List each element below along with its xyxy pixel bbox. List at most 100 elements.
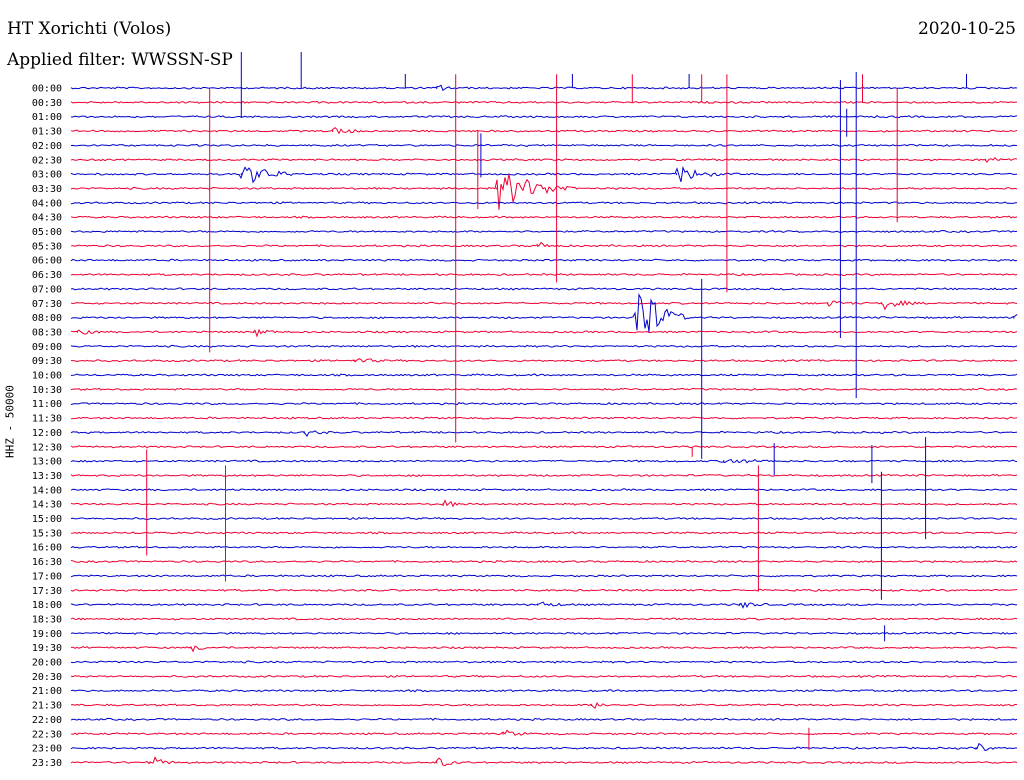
time-label: 20:00 (32, 658, 62, 669)
time-label: 21:00 (32, 686, 62, 697)
time-label: 18:00 (32, 600, 62, 611)
trace-line (70, 631, 1018, 635)
time-label: 07:30 (32, 299, 62, 310)
trace-line (70, 344, 1018, 348)
trace-line (70, 387, 1018, 391)
trace-line (70, 201, 1018, 205)
time-label: 14:00 (32, 485, 62, 496)
trace-line (70, 645, 1018, 653)
time-label: 06:30 (32, 270, 62, 281)
trace-line (70, 115, 1018, 119)
trace-line (70, 299, 1018, 311)
trace-line (70, 516, 1018, 521)
time-label: 09:00 (32, 342, 62, 353)
trace-line (70, 702, 1018, 710)
time-label: 16:30 (32, 557, 62, 568)
trace-line (70, 756, 1018, 767)
trace-line (70, 126, 1018, 135)
trace-line (70, 287, 1018, 291)
trace-line (70, 373, 1018, 377)
time-label: 23:30 (32, 758, 62, 769)
trace-line (70, 689, 1018, 693)
trace-line (70, 258, 1018, 262)
time-label: 01:00 (32, 112, 62, 123)
trace-line (70, 165, 1018, 184)
trace-line (70, 156, 1018, 163)
trace-line (70, 488, 1018, 492)
trace-line (70, 358, 1018, 363)
time-label: 06:00 (32, 256, 62, 267)
time-label: 15:30 (32, 528, 62, 539)
trace-line (70, 445, 1018, 449)
time-label: 03:00 (32, 170, 62, 181)
trace-line (70, 617, 1018, 621)
trace-line (70, 588, 1018, 592)
time-label: 00:00 (32, 84, 62, 95)
trace-line (70, 430, 1018, 438)
time-label: 02:00 (32, 141, 62, 152)
time-label: 11:30 (32, 414, 62, 425)
time-label: 13:00 (32, 457, 62, 468)
trace-line (70, 531, 1018, 535)
time-label: 17:30 (32, 586, 62, 597)
time-label: 01:30 (32, 127, 62, 138)
time-label: 12:00 (32, 428, 62, 439)
trace-line (70, 402, 1018, 406)
trace-line (70, 717, 1018, 721)
recording-date: 2020-10-25 (917, 19, 1016, 39)
time-label: 07:00 (32, 284, 62, 295)
time-label: 14:30 (32, 500, 62, 511)
time-label: 13:30 (32, 471, 62, 482)
trace-line (70, 100, 1018, 104)
time-label: 18:30 (32, 614, 62, 625)
trace-line (70, 293, 1018, 333)
time-label: 08:00 (32, 313, 62, 324)
trace-line (70, 674, 1018, 678)
time-label: 04:00 (32, 198, 62, 209)
trace-line (70, 545, 1018, 549)
trace-line (70, 84, 1018, 92)
time-label: 19:00 (32, 629, 62, 640)
time-label: 16:00 (32, 543, 62, 554)
trace-line (70, 499, 1018, 508)
time-label: 22:00 (32, 715, 62, 726)
trace-line (70, 473, 1018, 478)
time-label: 08:30 (32, 327, 62, 338)
trace-line (70, 416, 1018, 420)
trace-line (70, 173, 1018, 210)
time-label: 22:30 (32, 729, 62, 740)
time-label: 03:30 (32, 184, 62, 195)
trace-group (70, 52, 1018, 767)
time-label-group: 00:00 00:30 01:00 01:30 02:00 02:30 03:00 03:30… (32, 84, 62, 769)
trace-line (70, 742, 1018, 752)
time-label: 10:30 (32, 385, 62, 396)
trace-line (70, 574, 1018, 578)
trace-line (70, 229, 1018, 233)
trace-line (70, 241, 1018, 248)
time-label: 02:30 (32, 155, 62, 166)
trace-line (70, 458, 1018, 464)
time-label: 23:00 (32, 744, 62, 755)
time-label: 19:30 (32, 643, 62, 654)
time-label: 05:30 (32, 241, 62, 252)
time-label: 04:30 (32, 213, 62, 224)
trace-line (70, 328, 1018, 338)
time-label: 17:00 (32, 571, 62, 582)
time-label: 20:30 (32, 672, 62, 683)
station-title: HT Xorichti (Volos) (7, 19, 172, 39)
time-label: 00:30 (32, 98, 62, 109)
time-label: 05:00 (32, 227, 62, 238)
time-label: 15:00 (32, 514, 62, 525)
time-label: 10:00 (32, 371, 62, 382)
trace-line (70, 559, 1018, 564)
time-label: 21:30 (32, 701, 62, 712)
time-label: 11:00 (32, 399, 62, 410)
time-label: 12:30 (32, 442, 62, 453)
trace-line (70, 660, 1018, 664)
trace-line (70, 215, 1018, 219)
trace-line (70, 729, 1018, 736)
filter-label: Applied filter: WWSSN-SP (7, 50, 233, 70)
time-label: 09:30 (32, 356, 62, 367)
trace-line (70, 601, 1018, 609)
